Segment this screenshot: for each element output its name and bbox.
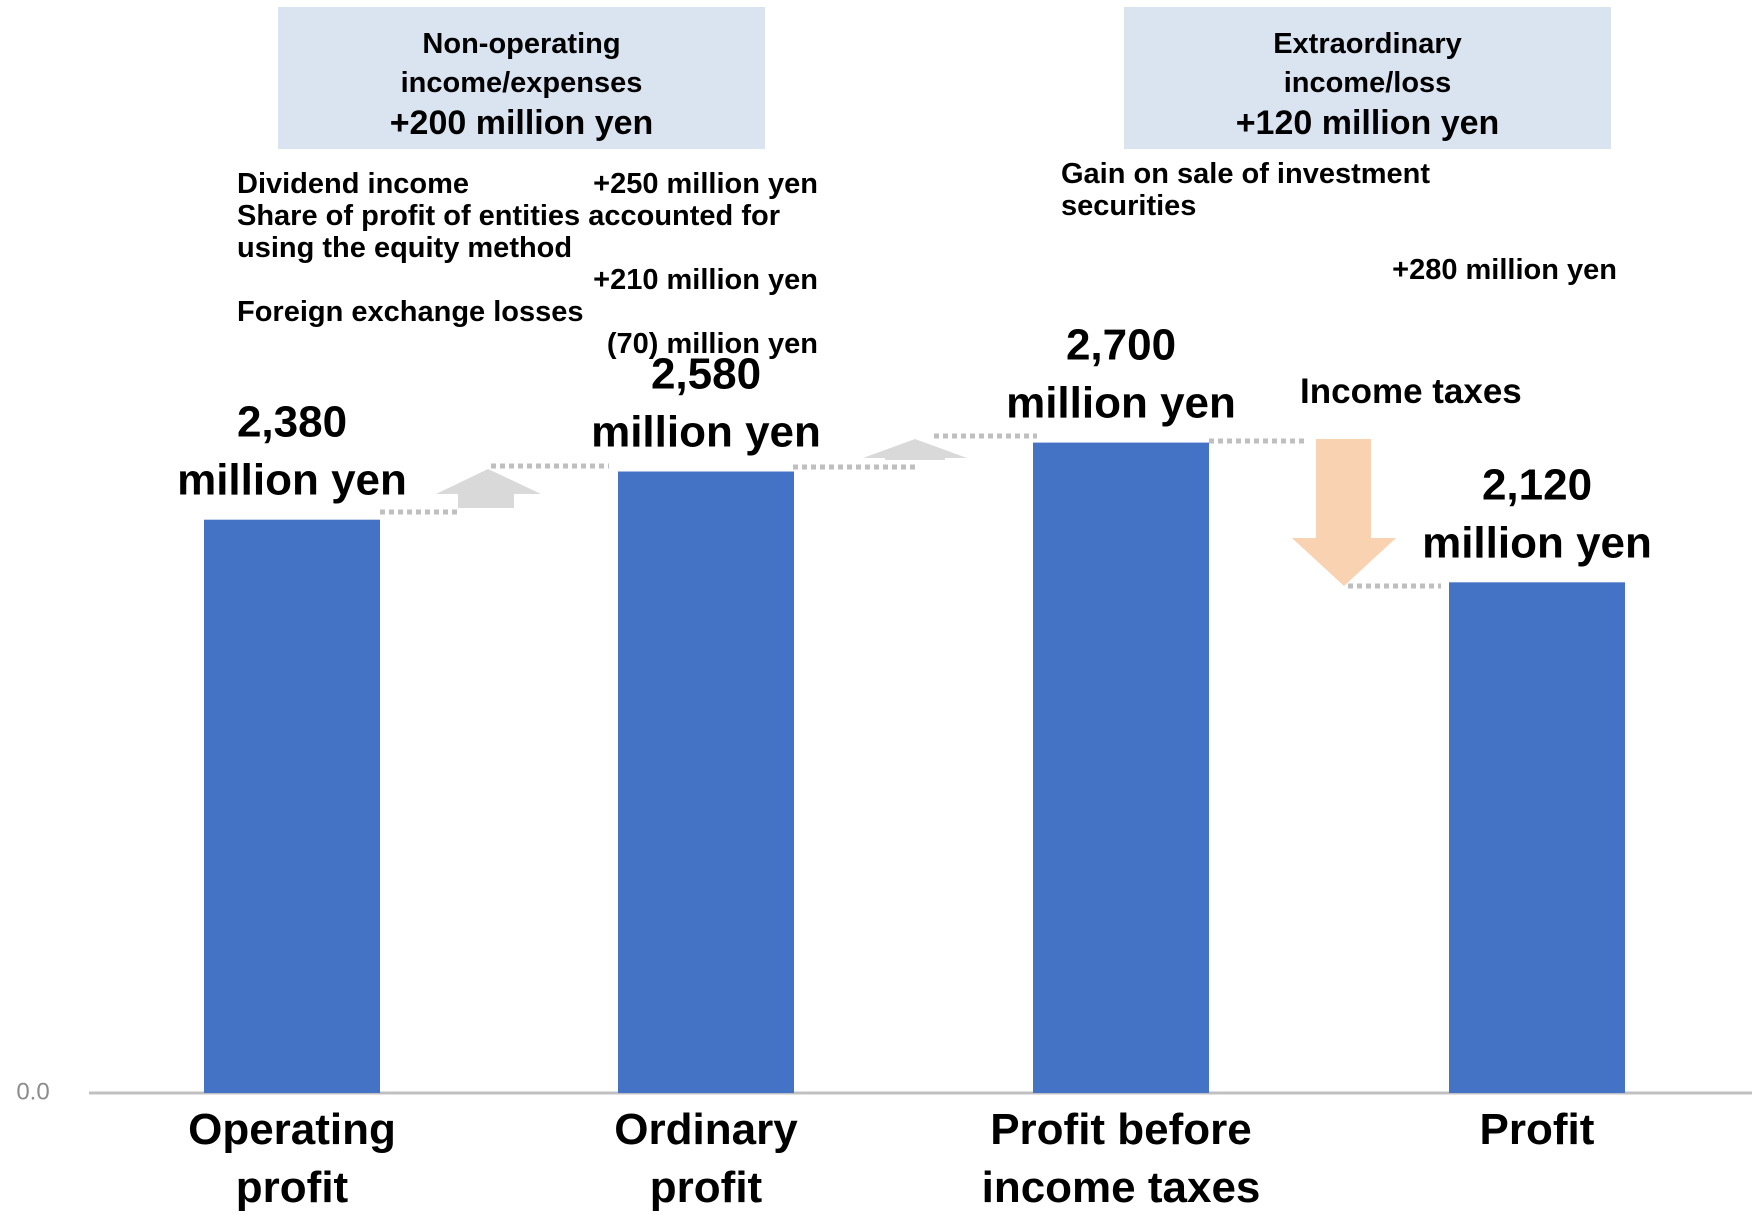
annotation-title: Extraordinary income/loss xyxy=(1273,28,1462,99)
up-arrow xyxy=(863,439,967,460)
annotation-details: Dividend income +250 million yen Share of… xyxy=(237,168,818,360)
detail-item: Foreign exchange losses (70) million yen xyxy=(237,296,818,360)
detail-value: +250 million yen xyxy=(593,168,818,200)
down-arrow xyxy=(1292,439,1396,586)
x-tick-label: Profit xyxy=(1480,1105,1595,1154)
bar xyxy=(1033,442,1209,1094)
detail-value: +280 million yen xyxy=(1392,254,1617,286)
detail-label: Foreign exchange losses xyxy=(237,296,584,328)
annotation-details: Gain on sale of investment securities +28… xyxy=(1061,158,1617,286)
detail-value: +210 million yen xyxy=(593,264,818,296)
y-tick-label: 0.0 xyxy=(16,1078,49,1105)
value-label: 2,700 million yen xyxy=(1006,320,1236,427)
detail-item: Dividend income +250 million yen xyxy=(237,168,818,200)
detail-label: Share of profit of entities accounted fo… xyxy=(237,200,780,264)
annotation-box: Extraordinary income/loss +120 million y… xyxy=(1124,7,1611,149)
detail-item: Share of profit of entities accounted fo… xyxy=(237,200,818,296)
detail-label: Dividend income xyxy=(237,168,470,200)
value-label: 2,120 million yen xyxy=(1422,460,1652,567)
income-taxes-label: Income taxes xyxy=(1300,372,1522,411)
value-label: 2,580 million yen xyxy=(591,349,821,456)
up-arrow xyxy=(436,469,541,508)
detail-item: Gain on sale of investment securities +28… xyxy=(1061,158,1617,286)
bar xyxy=(1449,582,1625,1093)
detail-value: (70) million yen xyxy=(606,328,818,360)
detail-label: Gain on sale of investment securities xyxy=(1061,158,1431,222)
value-label: 2,380 million yen xyxy=(177,397,407,504)
bar xyxy=(204,519,380,1093)
annotation-box: Non-operating income/expenses +200 milli… xyxy=(278,7,765,149)
x-tick-label: Ordinary profit xyxy=(614,1105,798,1212)
x-tick-label: Operating profit xyxy=(188,1105,396,1212)
bar xyxy=(618,471,794,1093)
x-tick-label: Profit before income taxes xyxy=(982,1105,1261,1212)
annotation-title: Non-operating income/expenses xyxy=(400,28,643,99)
annotation-value: +200 million yen xyxy=(389,104,654,142)
annotation-value: +120 million yen xyxy=(1235,104,1500,142)
